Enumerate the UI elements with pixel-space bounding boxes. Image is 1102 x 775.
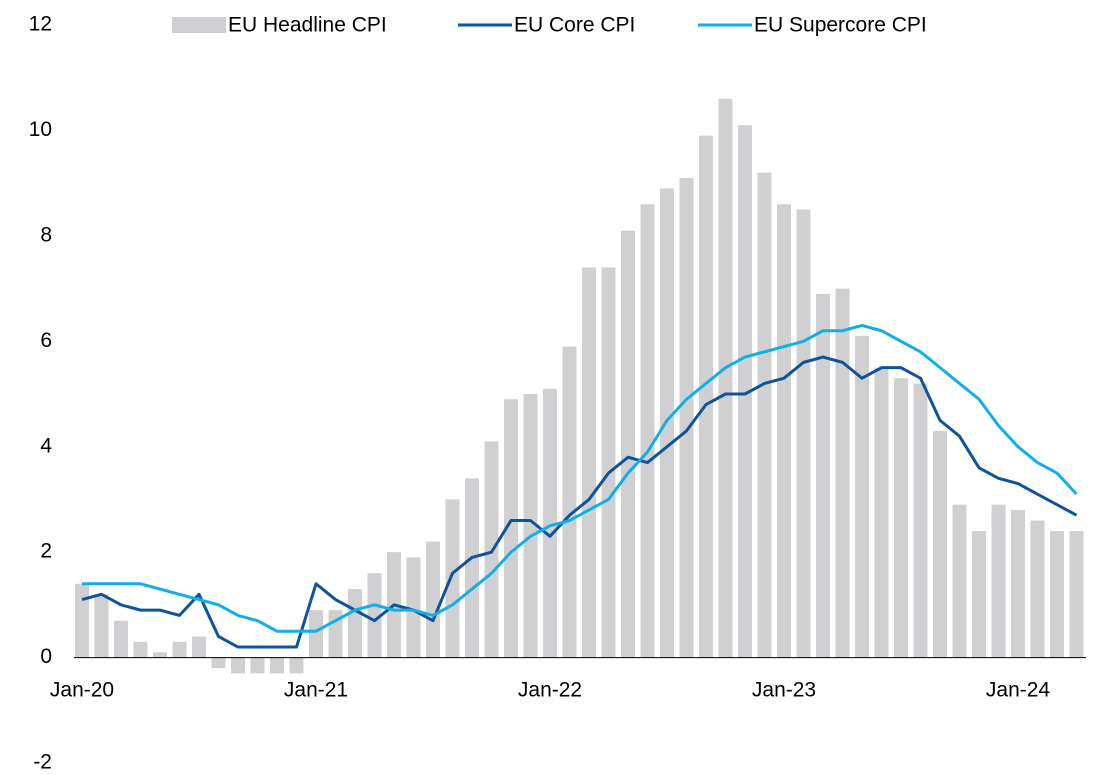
bar [75,583,89,658]
y-tick-label: 8 [40,223,52,246]
y-tick-label: 0 [40,645,52,668]
x-tick-label: Jan-24 [986,679,1051,702]
bar [1030,520,1045,658]
x-tick-label: Jan-23 [752,679,816,702]
x-tick-label: Jan-22 [518,679,582,702]
bar [192,636,206,658]
bar [718,98,733,658]
bar [504,399,518,658]
legend-label: EU Core CPI [514,14,635,37]
bar [523,394,538,658]
bar [699,135,713,658]
bar [543,388,557,658]
bar [133,641,148,658]
x-tick-label: Jan-20 [50,679,114,702]
bar [874,367,889,658]
bar [406,557,421,658]
bar [289,657,304,674]
bar [309,610,323,658]
bar [816,293,830,658]
bar [835,288,850,658]
legend-swatch [172,17,226,33]
legend-label: EU Headline CPI [228,14,387,37]
bar [270,657,284,674]
bar [348,589,362,658]
bar [913,383,928,658]
bar [796,209,811,658]
y-tick-label: 6 [40,329,52,352]
x-tick-label: Jan-21 [284,679,348,702]
bar [738,125,752,658]
y-tick-label: -2 [33,751,52,774]
bar [1011,509,1025,658]
y-tick-label: 12 [29,13,52,36]
bar [114,620,128,658]
y-tick-label: 10 [29,118,52,141]
bar [250,657,265,674]
bar [679,177,694,658]
bar [211,657,226,669]
bar [426,541,440,658]
bar [582,267,596,658]
bar [445,499,460,658]
bar [94,594,109,658]
bar [1069,531,1084,658]
bar [933,430,947,658]
bar [153,652,167,658]
bar [757,172,772,658]
bar [601,267,616,658]
bar [231,657,245,674]
bar [621,230,635,658]
bar [367,573,382,658]
line [82,323,1078,633]
bar [172,641,187,658]
bar [640,204,655,658]
bar [777,204,791,658]
bar [972,531,986,658]
bar [894,378,908,658]
bar [991,504,1006,658]
bar [465,478,479,658]
y-tick-label: 4 [40,434,52,457]
bar [562,346,577,658]
y-tick-label: 2 [40,540,52,563]
line [81,355,1078,649]
legend-label: EU Supercore CPI [754,14,927,37]
bar [952,504,967,658]
bar [855,336,869,658]
bar [1050,531,1064,658]
